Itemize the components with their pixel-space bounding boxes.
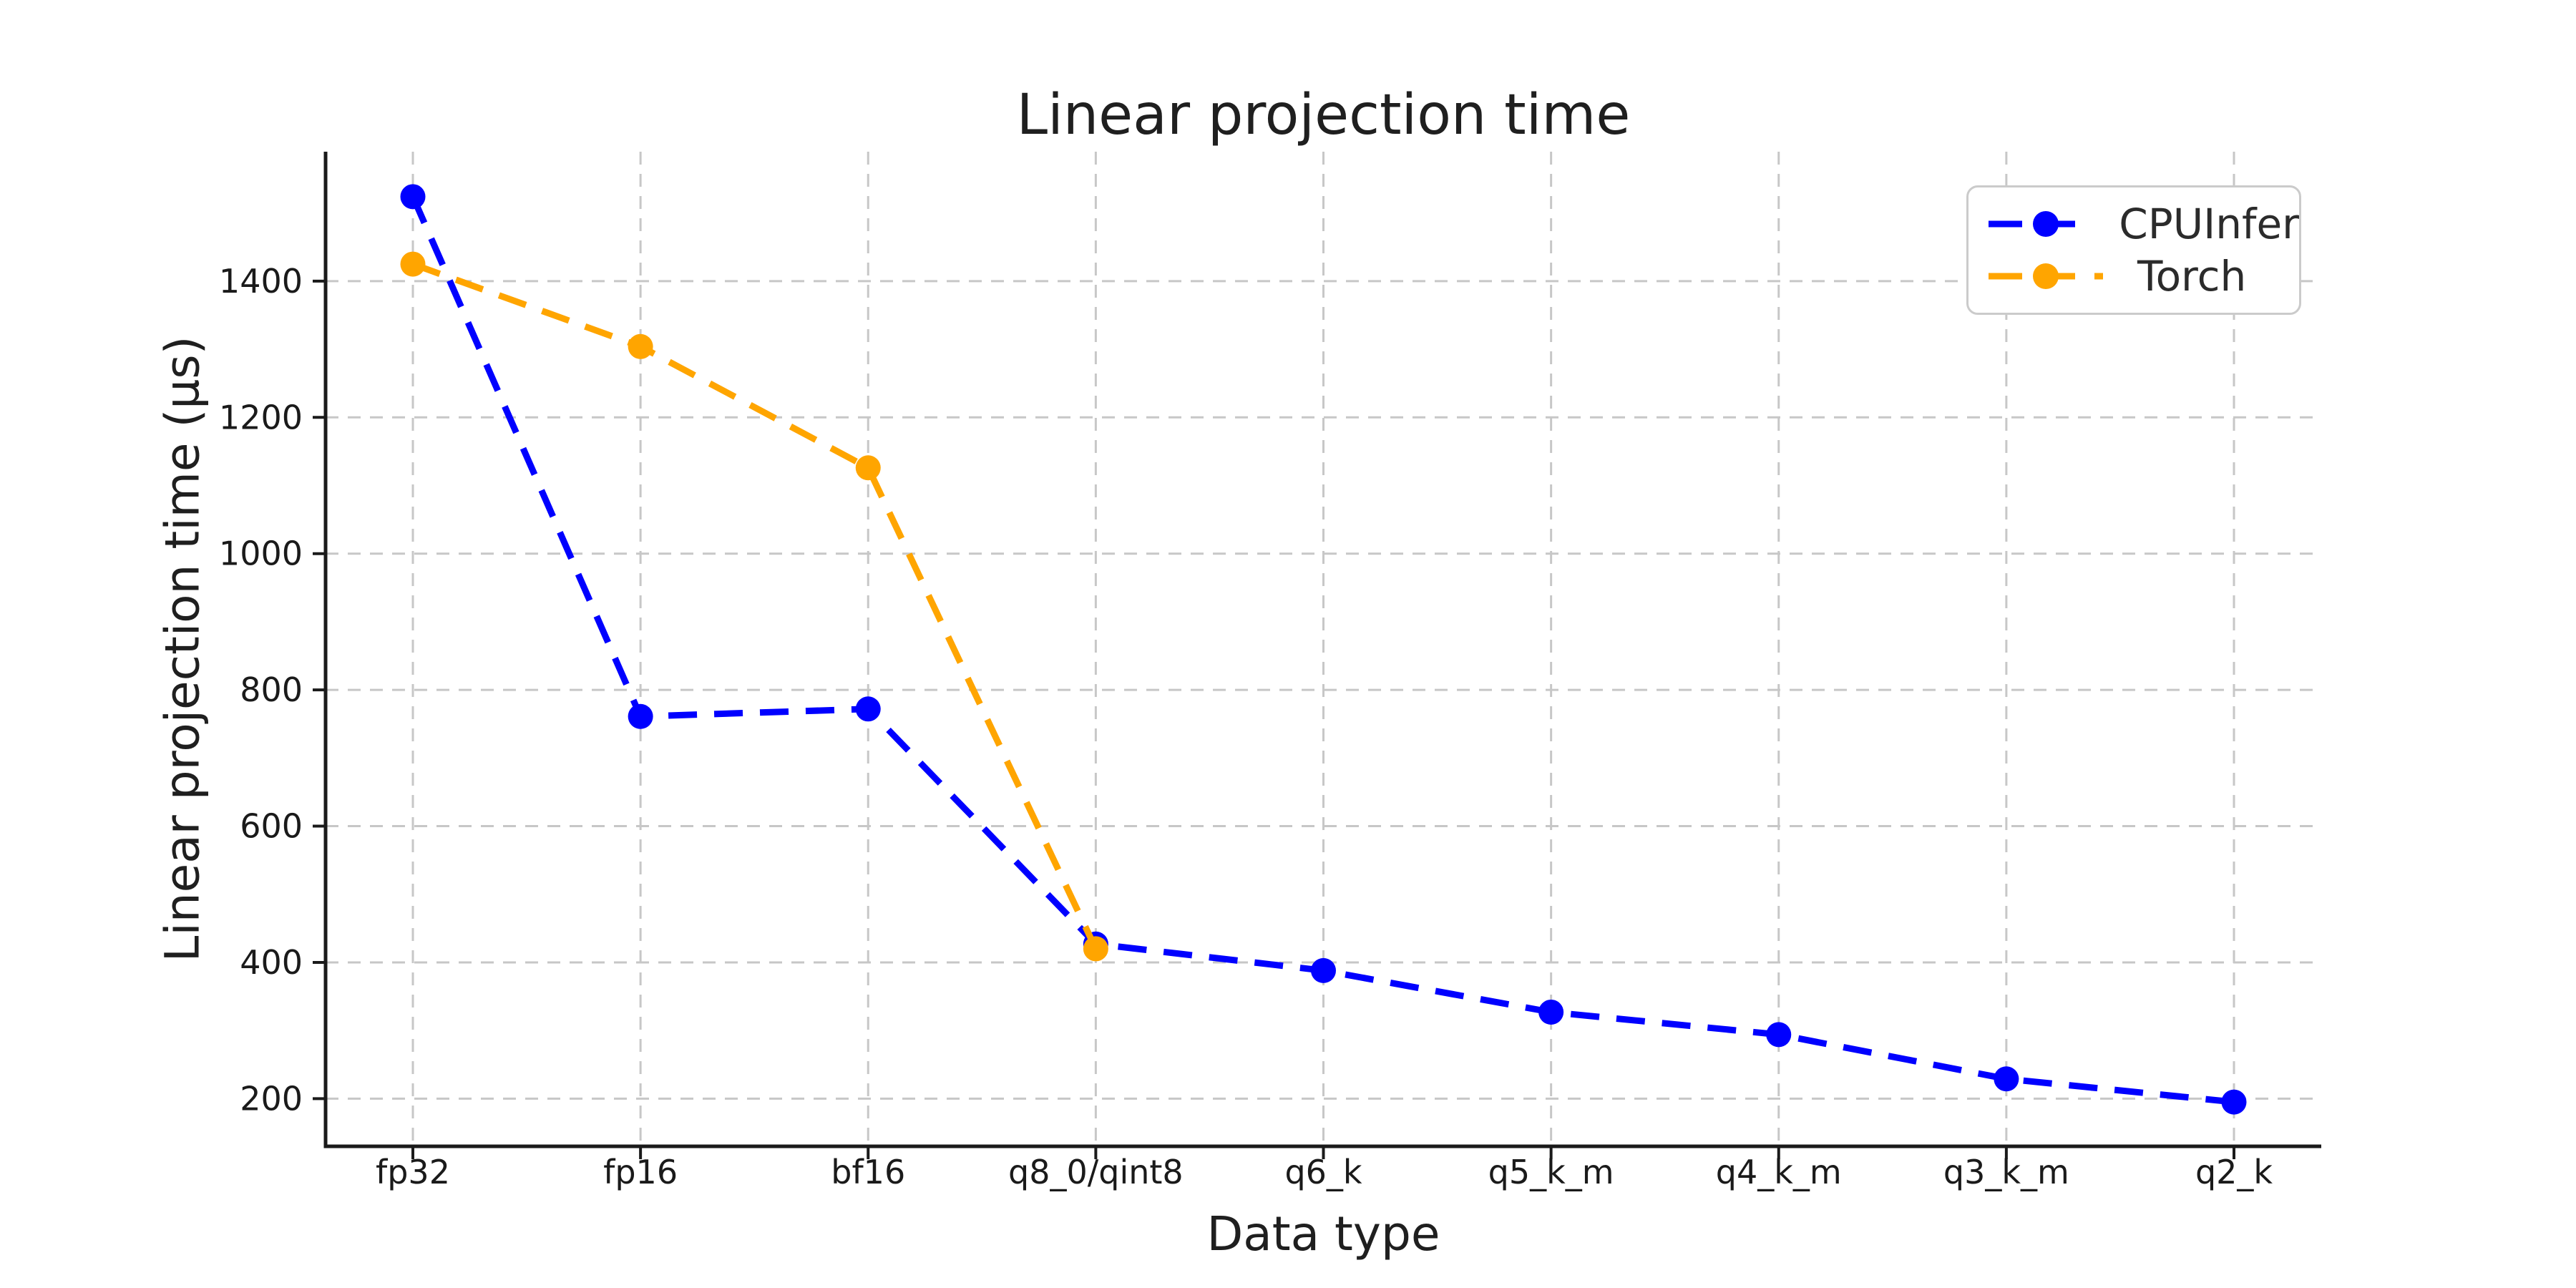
legend: CPUInfer Torch <box>1966 185 2301 315</box>
gridlines <box>326 152 2321 1146</box>
x-axis-title: Data type <box>1206 1206 1440 1262</box>
y-tick-label-800: 800 <box>240 670 303 709</box>
data-point-CPUInfer-fp16 <box>628 703 653 729</box>
legend-item-cpuinfer: CPUInfer <box>1986 203 2299 245</box>
y-tick-label-1400: 1400 <box>219 262 303 301</box>
y-tick-label-1000: 1000 <box>219 535 303 573</box>
data-point-Torch-q8_0/qint8 <box>1083 936 1108 962</box>
data-point-CPUInfer-q5_k_m <box>1538 999 1564 1025</box>
data-point-CPUInfer-q6_k <box>1311 957 1336 983</box>
x-tick-label-q3_k_m: q3_k_m <box>1943 1153 2069 1191</box>
legend-line-sample-cpuinfer <box>1989 210 2088 237</box>
legend-label-torch: Torch <box>2137 252 2247 301</box>
x-tick-label-q8_0/qint8: q8_0/qint8 <box>1008 1153 1184 1191</box>
x-tick-label-q5_k_m: q5_k_m <box>1488 1153 1614 1191</box>
data-point-CPUInfer-q3_k_m <box>1994 1066 2019 1092</box>
x-tick-label-q6_k: q6_k <box>1284 1153 1362 1191</box>
data-point-CPUInfer-fp32 <box>400 184 426 210</box>
x-tick-label-bf16: bf16 <box>831 1153 905 1191</box>
legend-item-torch: Torch <box>1986 255 2299 297</box>
legend-label-cpuinfer: CPUInfer <box>2119 199 2299 248</box>
x-tick-label-fp16: fp16 <box>603 1153 678 1191</box>
data-point-Torch-bf16 <box>855 455 881 481</box>
axis-ticks <box>313 279 2235 1159</box>
legend-line-sample-torch <box>1989 263 2103 290</box>
data-series <box>400 184 2247 1115</box>
chart-title: Linear projection time <box>1016 83 1631 147</box>
y-tick-label-400: 400 <box>240 943 303 982</box>
y-axis-title: Linear projection time (µs) <box>155 336 210 962</box>
axis-tick-labels: 200 400 600 800 1000 1200 1400 fp32 fp16 bf16 q8_0… <box>219 262 2273 1191</box>
data-point-CPUInfer-q2_k <box>2221 1089 2247 1115</box>
data-point-CPUInfer-q4_k_m <box>1766 1022 1792 1048</box>
series-line-Torch <box>411 260 1099 950</box>
data-point-Torch-fp32 <box>400 251 426 277</box>
x-tick-label-fp32: fp32 <box>376 1153 450 1191</box>
data-point-CPUInfer-bf16 <box>855 696 881 722</box>
x-tick-label-q2_k: q2_k <box>2195 1153 2273 1191</box>
y-tick-label-1200: 1200 <box>219 398 303 436</box>
y-tick-label-600: 600 <box>240 807 303 846</box>
data-point-Torch-fp16 <box>628 333 653 359</box>
x-tick-label-q4_k_m: q4_k_m <box>1716 1153 1842 1191</box>
y-tick-label-200: 200 <box>240 1079 303 1118</box>
